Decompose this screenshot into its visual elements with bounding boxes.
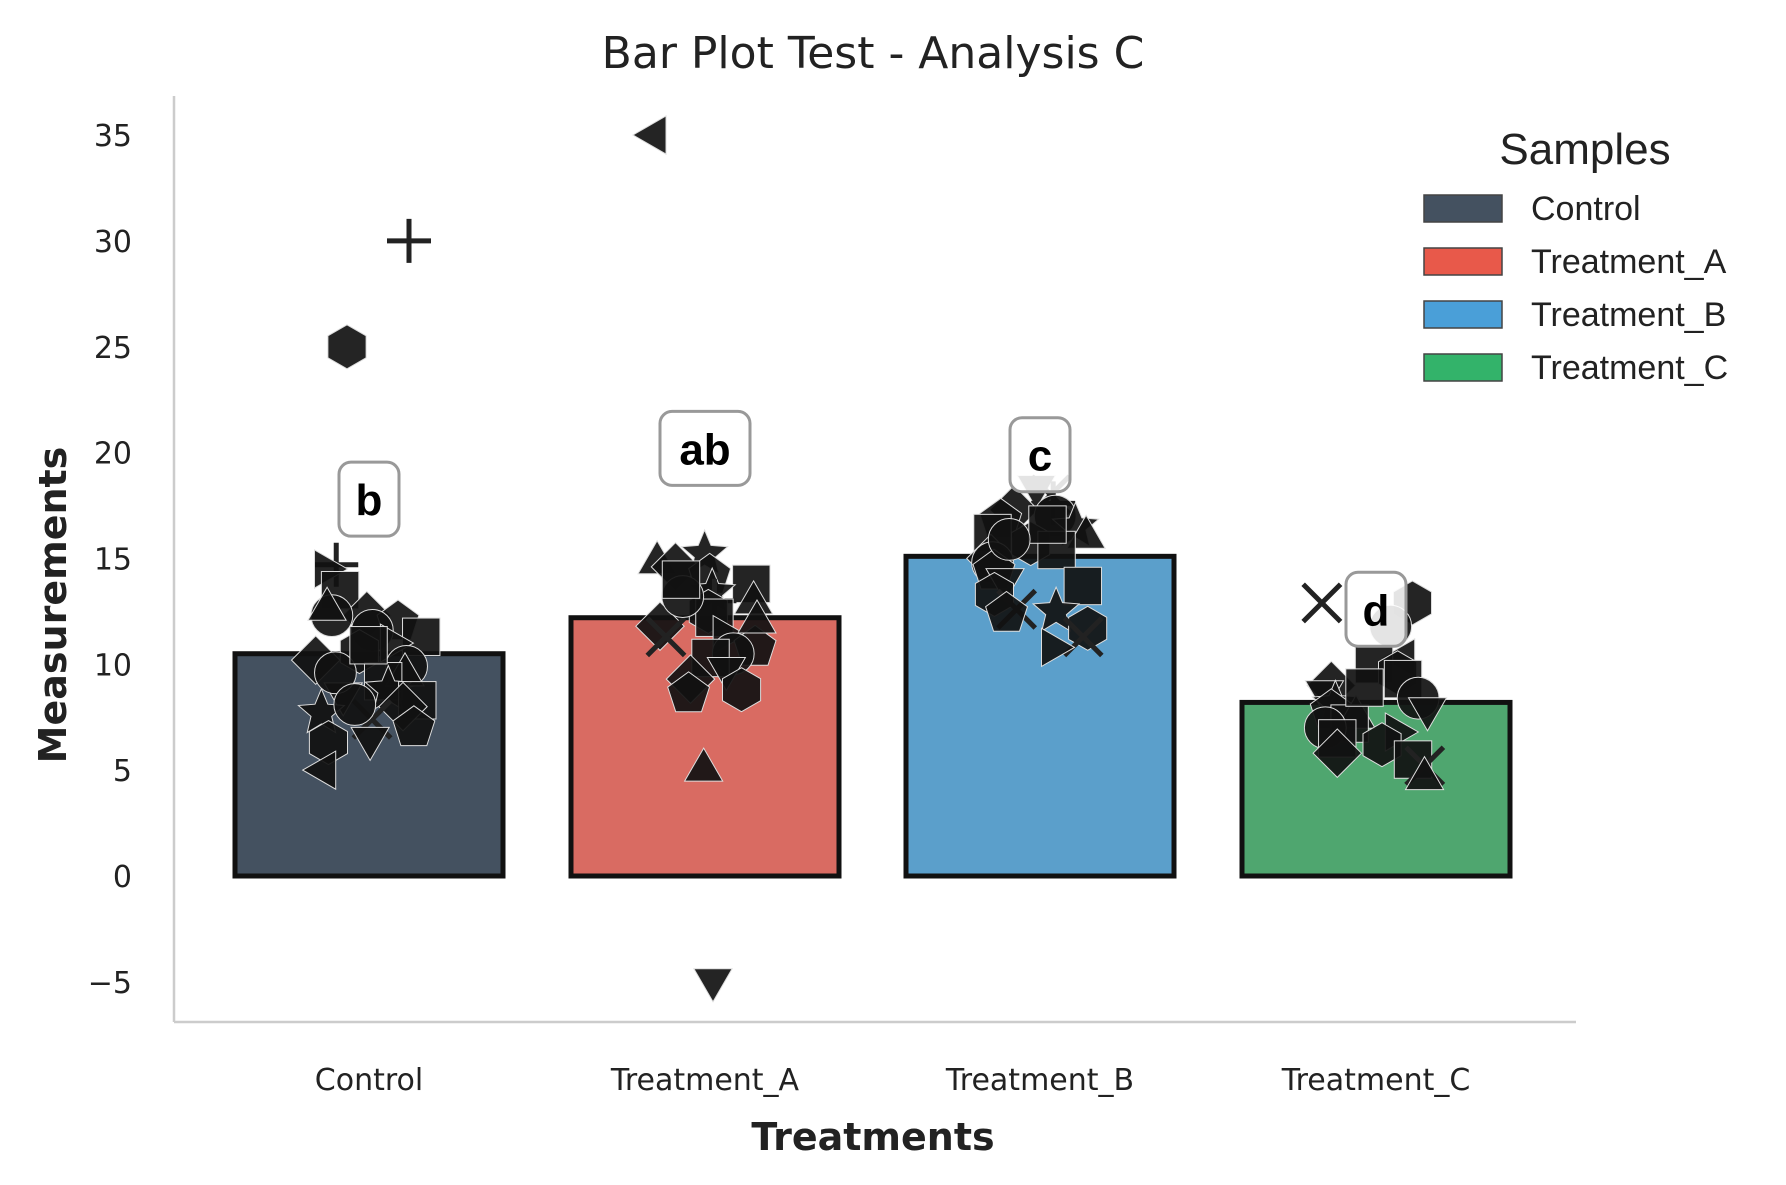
triangle-up-marker [1404, 755, 1445, 791]
y-tick-label: 10 [94, 648, 132, 683]
hexagon-marker [722, 667, 762, 713]
legend-label: Treatment_B [1531, 296, 1726, 334]
square-marker [661, 560, 701, 599]
x-tick-label: Treatment_C [1281, 1063, 1471, 1098]
pentagon-marker [985, 590, 1029, 632]
significance-letter-box [1008, 416, 1072, 494]
bars [232, 553, 1513, 879]
y-tick-label: 0 [113, 860, 132, 895]
pentagon-marker [392, 705, 436, 747]
y-axis-label: Measurements [31, 447, 75, 764]
triangle-left-marker [301, 750, 337, 791]
x-tick-label: Treatment_B [945, 1063, 1134, 1098]
legend-label: Control [1531, 190, 1641, 228]
x-marker [645, 616, 687, 658]
plus-marker [387, 218, 431, 263]
significance-letter-box [1344, 570, 1408, 648]
square-marker [1028, 505, 1067, 544]
hexagon-marker [327, 324, 367, 370]
legend-label: Treatment_C [1531, 349, 1728, 387]
diamond-marker [1312, 728, 1363, 779]
triangle-up-marker [737, 598, 777, 634]
legend-swatch [1423, 353, 1503, 382]
legend-title: Samples [1499, 125, 1670, 174]
circle-marker [314, 651, 357, 695]
significance-letter: b [356, 476, 383, 525]
significance-letter: ab [679, 425, 730, 474]
axes [172, 96, 1576, 1024]
triangle-right-marker [1041, 627, 1076, 668]
y-tick-label: 20 [94, 437, 132, 472]
significance-letter: c [1028, 432, 1052, 481]
chart-title: Bar Plot Test - Analysis C [602, 28, 1145, 79]
significance-letters: b ab c d [337, 409, 1408, 648]
legend-swatch [1423, 300, 1503, 329]
y-tick-label: 15 [94, 542, 132, 577]
triangle-down-marker [1407, 697, 1448, 732]
triangle-down-marker [350, 726, 391, 762]
significance-letter-box [337, 460, 401, 538]
y-tick-label: 30 [94, 225, 132, 260]
data-points [290, 115, 1448, 1003]
triangle-left-marker [631, 115, 667, 155]
triangle-down-marker [693, 968, 733, 1003]
x-tick-label: Treatment_A [610, 1063, 800, 1098]
square-marker [1345, 668, 1384, 707]
triangle-up-marker [683, 747, 724, 782]
y-tick-label: −5 [88, 966, 132, 1001]
hexagon-marker [1362, 722, 1402, 768]
pentagon-marker [667, 671, 711, 713]
circle-marker [987, 517, 1031, 561]
x-ticks: Control Treatment_A Treatment_B Treatment_C [315, 1063, 1471, 1098]
significance-letter-box [658, 409, 752, 487]
triangle-up-marker [307, 586, 347, 621]
x-tick-label: Control [315, 1063, 423, 1098]
legend-label: Treatment_A [1531, 243, 1727, 281]
circle-marker [333, 683, 377, 726]
legend-swatch [1423, 247, 1503, 276]
square-marker [1063, 566, 1103, 606]
x-marker [1301, 582, 1343, 624]
y-tick-label: 5 [113, 754, 132, 789]
legend-swatch [1423, 194, 1503, 223]
legend: Samples Control Treatment_A Treatment_B Tre… [1423, 125, 1728, 387]
significance-letter: d [1363, 586, 1390, 635]
y-tick-label: 25 [94, 331, 132, 366]
square-marker [349, 626, 388, 665]
y-ticks: −5 0 5 10 15 20 25 30 35 [88, 119, 132, 1001]
y-tick-label: 35 [94, 119, 132, 154]
triangle-up-marker [1066, 514, 1106, 549]
x-axis-label: Treatments [751, 1115, 994, 1159]
